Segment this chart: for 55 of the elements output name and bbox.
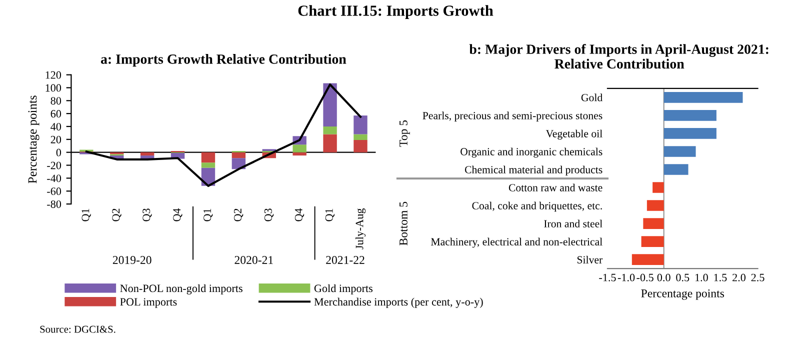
y-tick-label: 120 [46,71,62,79]
x-tick-label: 2.5 [751,274,764,282]
y-tick-label: -80 [47,200,62,208]
y-tick-label: 0 [56,148,62,156]
y-tick-label: Machinery, electrical and non-electrical [431,238,602,248]
y-tick-label: Iron and steel [544,220,602,228]
x-tick-label: Q2 [112,208,122,222]
x-axis-title: Percentage points [641,289,724,300]
source-note: Source: DGCI&S. [40,326,116,333]
x-tick-label: 2.0 [732,274,746,282]
y-tick-label: 20 [50,136,62,144]
x-tick-label: Q4 [294,208,304,222]
y-axis-title: Percentage points [28,96,40,184]
text: 2020-21 [234,256,273,264]
x-tick-label: Q1 [204,208,213,222]
x-tick-label: 0.0 [657,274,670,282]
x-tick-label: 1.5 [714,274,727,282]
text: 2021-22 [326,256,364,264]
y-tick-label: Coal, coke and briquettes, etc. [472,202,602,212]
legend-label: Merchandise imports (per cent, y-o-y) [314,298,483,308]
chart-title: Chart III.15: Imports Growth [298,5,494,19]
y-tick-label: Cotton raw and waste [508,184,602,192]
y-tick-label: Gold [581,94,602,102]
x-tick-label: 0.5 [676,274,690,282]
y-tick-label: Pearls, precious and semi-precious stones [422,112,602,122]
y-tick-label: Chemical material and products [464,166,602,176]
legend-label: Gold imports [314,284,373,294]
x-tick-label: Q1 [325,208,335,222]
y-tick-label: 100 [46,84,62,92]
x-tick-label: Q2 [234,208,244,222]
x-tick-label: Q4 [173,208,182,222]
y-tick-label: Silver [577,256,603,264]
x-tick-label: Q1 [82,208,91,222]
text: 2019-20 [112,256,152,264]
y-tick-label: -60 [47,188,62,196]
x-tick-label: -1.5 [599,274,616,282]
text: Top 5 [400,120,410,147]
y-tick-label: 40 [50,122,62,130]
text: Bottom 5 [400,202,408,246]
x-tick-label: July-Aug [355,208,366,250]
chart-subtitle: a: Imports Growth Relative Contribution [100,54,346,67]
x-tick-label: -1.0 [618,274,635,282]
y-tick-label: -40 [47,174,62,182]
legend-label: POL imports [120,298,177,308]
y-tick-label: 60 [50,110,62,118]
x-tick-label: Q3 [264,208,274,222]
x-tick-label: -0.5 [636,274,654,282]
y-tick-label: 80 [50,97,62,105]
legend-label: Non-POL non-gold imports [120,284,242,294]
x-tick-label: 1.0 [695,274,708,282]
chart-title: b: Major Drivers of Imports in April-August 2021: Relative Contribution [469,44,768,69]
y-tick-label: Vegetable oil [546,130,602,140]
x-tick-label: Q3 [142,208,152,222]
y-tick-label: Organic and inorganic chemicals [460,148,602,158]
y-tick-label: -20 [47,162,62,170]
